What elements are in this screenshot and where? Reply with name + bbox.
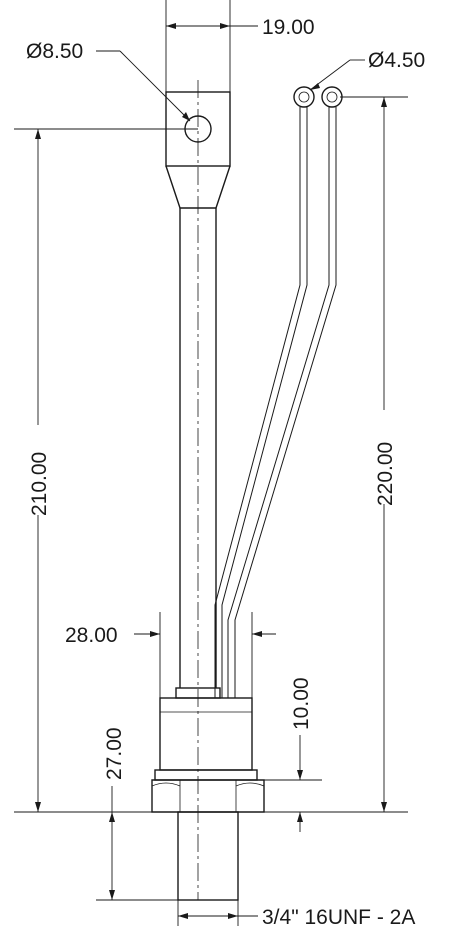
- hex-nut: [151, 779, 265, 813]
- wire-1-outer: [214, 107, 301, 698]
- terminal-ring-2-inner: [326, 91, 338, 103]
- stud-assembly: [151, 80, 265, 901]
- dim-label-10: 10.00: [290, 677, 313, 730]
- threaded-stud: [177, 811, 239, 901]
- dim-hole-diameter: Ø8.50: [26, 40, 191, 122]
- dim-label-220: 220.00: [374, 442, 397, 506]
- terminal-ring-2: [321, 86, 343, 108]
- dim-hex-height: 27.00: [14, 708, 178, 901]
- wire-2-outer: [227, 107, 330, 698]
- hex-flange-top: [154, 769, 258, 781]
- dim-label-210: 210.00: [28, 452, 51, 516]
- hex-chamfer-right: [235, 782, 265, 787]
- hex-chamfer-left: [151, 782, 181, 787]
- dim-label-thread: 3/4" 16UNF - 2A: [262, 906, 415, 929]
- dim-terminal-diameter: Ø4.50: [309, 49, 425, 91]
- dim-label-27: 27.00: [103, 727, 126, 780]
- dim-body-width: 28.00: [65, 612, 276, 698]
- dim-label-terminal: Ø4.50: [368, 49, 425, 72]
- dim-thread: 3/4" 16UNF - 2A: [177, 900, 415, 929]
- dim-label-19: 19.00: [262, 16, 315, 39]
- lead-wires: [214, 86, 343, 698]
- terminal-ring-1: [293, 86, 315, 108]
- dim-label-28: 28.00: [65, 624, 118, 647]
- wire-2-inner: [234, 107, 337, 698]
- body-block: [159, 697, 253, 771]
- dim-body-step: 10.00: [252, 677, 322, 832]
- terminal-ring-1-inner: [298, 91, 310, 103]
- dim-top-width: 19.00: [165, 0, 315, 92]
- dim-height-leads: 220.00: [264, 96, 408, 813]
- wire-1-inner: [221, 107, 308, 698]
- dim-label-hole: Ø8.50: [26, 40, 83, 63]
